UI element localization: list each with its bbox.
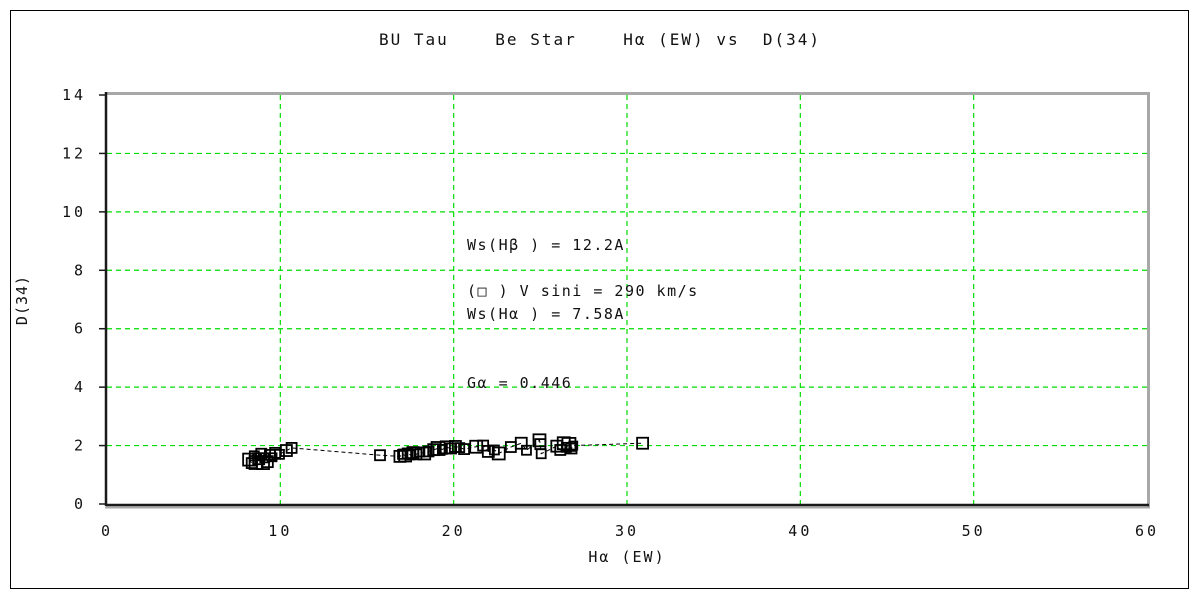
y-axis-title: D(34) (13, 274, 31, 326)
data-point-marker (374, 449, 386, 462)
x-tick-label: 30 (615, 522, 639, 540)
x-tick-label: 50 (962, 522, 986, 540)
data-point-marker (521, 444, 532, 456)
data-point-marker (430, 441, 446, 456)
data-point-marker (285, 442, 298, 454)
y-tick-label: 0 (74, 495, 86, 513)
trend-line (248, 439, 643, 465)
data-point-marker (636, 436, 649, 450)
data-point-marker (535, 448, 547, 460)
data-point-marker (458, 443, 470, 455)
annotation-ws-hbeta: Ws(Hβ ) = 12.2A (467, 236, 625, 254)
stats-annotation: Ws(Hβ ) = 12.2A Ws(Hα ) = 7.58A Gα = 0.4… (467, 188, 625, 441)
data-point-marker (274, 448, 285, 460)
annotation-ws-halpha: Ws(Hα ) = 7.58A (467, 305, 625, 323)
data-point-marker (561, 437, 577, 452)
y-tick-label: 8 (74, 261, 86, 279)
y-tick-label: 12 (62, 144, 86, 162)
y-tick-label: 10 (62, 203, 86, 221)
x-axis-title: Hα (EW) (588, 548, 666, 566)
data-point-marker (481, 445, 495, 458)
data-point-marker (491, 446, 506, 461)
data-point-marker (568, 440, 579, 451)
y-tick-label: 6 (74, 320, 86, 338)
y-tick-label: 2 (74, 437, 86, 455)
x-tick-label: 20 (442, 522, 466, 540)
annotation-g-alpha: Gα = 0.446 (467, 374, 573, 392)
outer-border (10, 10, 1189, 589)
data-point-marker (488, 444, 500, 456)
y-tick-label: 4 (74, 378, 86, 396)
y-tick-label: 14 (62, 86, 86, 104)
x-tick-label: 60 (1135, 522, 1159, 540)
x-tick-label: 0 (101, 522, 113, 540)
legend-vsini: (□ ) V sini = 290 km/s (467, 282, 699, 300)
x-tick-label: 40 (788, 522, 812, 540)
chart-title: BU Tau Be Star Hα (EW) vs D(34) (378, 30, 822, 49)
data-point-marker (410, 448, 423, 461)
x-tick-label: 10 (268, 522, 292, 540)
